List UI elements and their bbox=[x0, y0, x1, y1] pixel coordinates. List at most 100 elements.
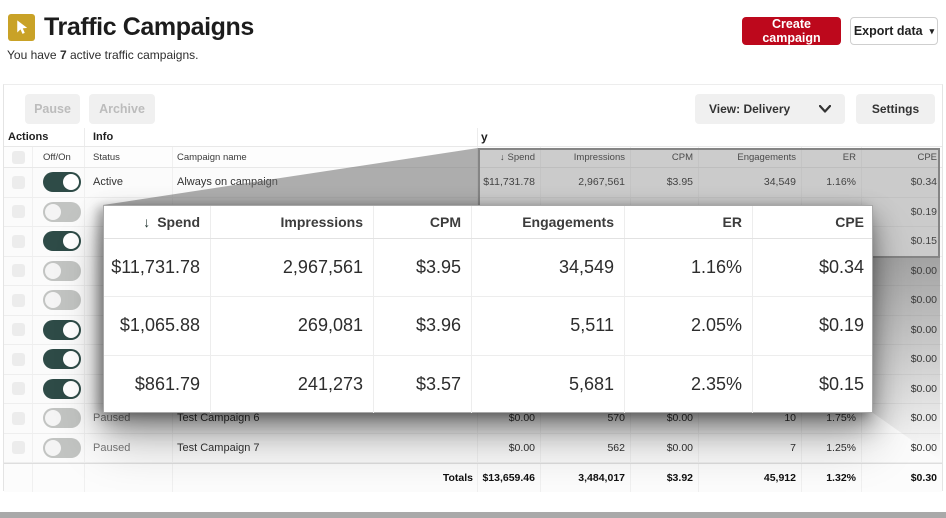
cpm-value: $3.95 bbox=[631, 168, 699, 197]
select-all-checkbox[interactable] bbox=[11, 150, 25, 164]
lens-column-header: ER bbox=[625, 206, 753, 238]
status-label: Paused bbox=[85, 404, 173, 433]
page-subtitle: You have 7 active traffic campaigns. bbox=[7, 48, 199, 62]
onoff-toggle[interactable] bbox=[43, 349, 81, 370]
archive-button[interactable]: Archive bbox=[89, 94, 155, 124]
campaign-name-link[interactable]: Always on campaign bbox=[173, 168, 478, 197]
lens-value: 34,549 bbox=[472, 239, 625, 297]
cpe-value: $0.00 bbox=[910, 353, 937, 366]
column-header-cpe[interactable]: CPE bbox=[917, 151, 937, 163]
bottom-scrollbar[interactable] bbox=[0, 512, 946, 518]
cpe-value: $0.00 bbox=[910, 294, 937, 307]
lens-column-header: CPE bbox=[835, 214, 864, 230]
impressions-value: 2,967,561 bbox=[541, 168, 631, 197]
cpe-value: $0.00 bbox=[910, 441, 937, 454]
settings-button[interactable]: Settings bbox=[856, 94, 935, 124]
view-dropdown[interactable]: View: Delivery bbox=[695, 94, 845, 124]
campaign-name-link[interactable]: Test Campaign 7 bbox=[173, 433, 478, 462]
onoff-toggle[interactable] bbox=[43, 231, 81, 252]
cpm-value: $0.00 bbox=[631, 404, 699, 433]
lens-body: $11,731.78 2,967,561 $3.95 34,549 1.16% $0.34… bbox=[104, 239, 872, 413]
lens-value: $11,731.78 bbox=[104, 239, 211, 297]
cpm-value: $0.00 bbox=[631, 433, 699, 462]
spend-value: $11,731.78 bbox=[478, 168, 541, 197]
cpe-value: $0.34 bbox=[910, 176, 937, 189]
lens-column-header: Impressions bbox=[211, 206, 374, 238]
chevron-down-icon bbox=[819, 105, 831, 113]
lens-value: $861.79 bbox=[104, 355, 211, 413]
row-checkbox[interactable] bbox=[11, 264, 25, 278]
cpe-value: $0.00 bbox=[910, 382, 937, 395]
group-header-info: Info bbox=[85, 128, 478, 146]
export-data-button[interactable]: Export data ▾ bbox=[850, 17, 938, 45]
row-checkbox[interactable] bbox=[11, 293, 25, 307]
column-header-cpm[interactable]: CPM bbox=[631, 147, 699, 167]
lens-value: $0.34 bbox=[818, 257, 864, 278]
totals-cpm: $3.92 bbox=[631, 464, 699, 492]
page-title: Traffic Campaigns bbox=[44, 13, 254, 41]
lens-value: 1.16% bbox=[625, 239, 753, 297]
row-checkbox[interactable] bbox=[11, 234, 25, 248]
create-campaign-button[interactable]: Create campaign bbox=[742, 17, 841, 45]
group-header-delivery: y bbox=[481, 130, 488, 144]
column-header-row: Off/On Status Campaign name ↓ Spend Impre… bbox=[4, 147, 942, 168]
engagements-value: 7 bbox=[699, 433, 802, 462]
onoff-toggle[interactable] bbox=[43, 201, 81, 222]
lens-value: 269,081 bbox=[211, 297, 374, 355]
lens-value: $0.15 bbox=[818, 373, 864, 394]
lens-value: $0.19 bbox=[818, 315, 864, 336]
row-checkbox[interactable] bbox=[11, 205, 25, 219]
magnifier-lens: ↓ Spend Impressions CPM Engagements ER CPE $11… bbox=[103, 205, 873, 413]
row-checkbox[interactable] bbox=[11, 411, 25, 425]
onoff-toggle[interactable] bbox=[43, 319, 81, 340]
toggle-knob bbox=[63, 233, 79, 250]
column-header-impressions[interactable]: Impressions bbox=[541, 147, 631, 167]
lens-row: $1,065.88 269,081 $3.96 5,511 2.05% $0.19 bbox=[104, 297, 872, 356]
page-header: Traffic Campaigns bbox=[8, 13, 254, 42]
row-checkbox[interactable] bbox=[11, 175, 25, 189]
row-checkbox[interactable] bbox=[11, 382, 25, 396]
cpe-value: $0.00 bbox=[910, 264, 937, 277]
onoff-toggle[interactable] bbox=[43, 290, 81, 311]
er-value: 1.16% bbox=[802, 168, 862, 197]
group-header-row: Actions Info y bbox=[4, 128, 942, 147]
totals-label: Totals bbox=[173, 464, 478, 492]
table-row: Paused Test Campaign 7 $0.00 562 $0.00 7… bbox=[4, 433, 942, 463]
lens-value: 5,511 bbox=[472, 297, 625, 355]
onoff-toggle[interactable] bbox=[43, 437, 81, 458]
toggle-knob bbox=[63, 351, 79, 368]
status-label: Paused bbox=[85, 433, 173, 462]
chevron-down-icon: ▾ bbox=[929, 25, 935, 36]
lens-value: $3.57 bbox=[374, 355, 472, 413]
toggle-knob bbox=[45, 262, 61, 279]
totals-engagements: 45,912 bbox=[699, 464, 802, 492]
column-header-onoff: Off/On bbox=[33, 147, 85, 167]
column-header-name: Campaign name bbox=[173, 147, 478, 167]
onoff-toggle[interactable] bbox=[43, 172, 81, 193]
onoff-toggle[interactable] bbox=[43, 260, 81, 281]
totals-er: 1.32% bbox=[802, 464, 862, 492]
row-checkbox[interactable] bbox=[11, 352, 25, 366]
column-header-engagements[interactable]: Engagements bbox=[699, 147, 802, 167]
column-header-spend[interactable]: ↓ Spend bbox=[478, 147, 541, 167]
toggle-knob bbox=[45, 292, 61, 309]
cpe-value: $0.19 bbox=[910, 205, 937, 218]
toggle-knob bbox=[45, 439, 61, 456]
row-checkbox[interactable] bbox=[11, 323, 25, 337]
lens-value: 5,681 bbox=[472, 355, 625, 413]
onoff-toggle[interactable] bbox=[43, 408, 81, 429]
table-row: Active Always on campaign $11,731.78 2,9… bbox=[4, 168, 942, 198]
lens-value: $3.95 bbox=[374, 239, 472, 297]
totals-spend: $13,659.46 bbox=[478, 464, 541, 492]
lens-header-row: ↓ Spend Impressions CPM Engagements ER CPE bbox=[104, 206, 872, 239]
row-checkbox[interactable] bbox=[11, 441, 25, 455]
spend-value: $0.00 bbox=[478, 433, 541, 462]
totals-cpe: $0.30 bbox=[910, 472, 937, 484]
pause-button[interactable]: Pause bbox=[25, 94, 80, 124]
campaign-name-link[interactable]: Test Campaign 6 bbox=[173, 404, 478, 433]
cpe-value: $0.00 bbox=[910, 412, 937, 425]
onoff-toggle[interactable] bbox=[43, 378, 81, 399]
er-value: 1.25% bbox=[802, 433, 862, 462]
column-header-er[interactable]: ER bbox=[802, 147, 862, 167]
